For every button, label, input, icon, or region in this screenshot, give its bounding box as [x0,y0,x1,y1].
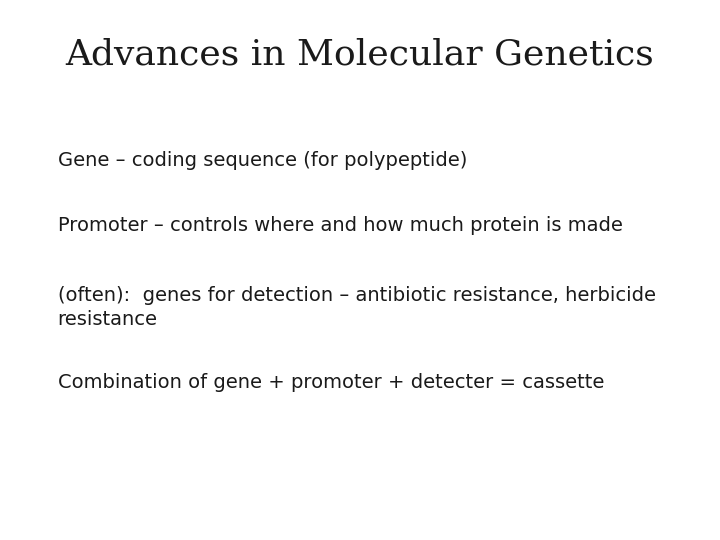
Text: (often):  genes for detection – antibiotic resistance, herbicide
resistance: (often): genes for detection – antibioti… [58,286,656,329]
Text: Promoter – controls where and how much protein is made: Promoter – controls where and how much p… [58,216,623,235]
Text: Combination of gene + promoter + detecter = cassette: Combination of gene + promoter + detecte… [58,373,604,392]
Text: Advances in Molecular Genetics: Advances in Molecular Genetics [66,38,654,72]
Text: Gene – coding sequence (for polypeptide): Gene – coding sequence (for polypeptide) [58,151,467,170]
